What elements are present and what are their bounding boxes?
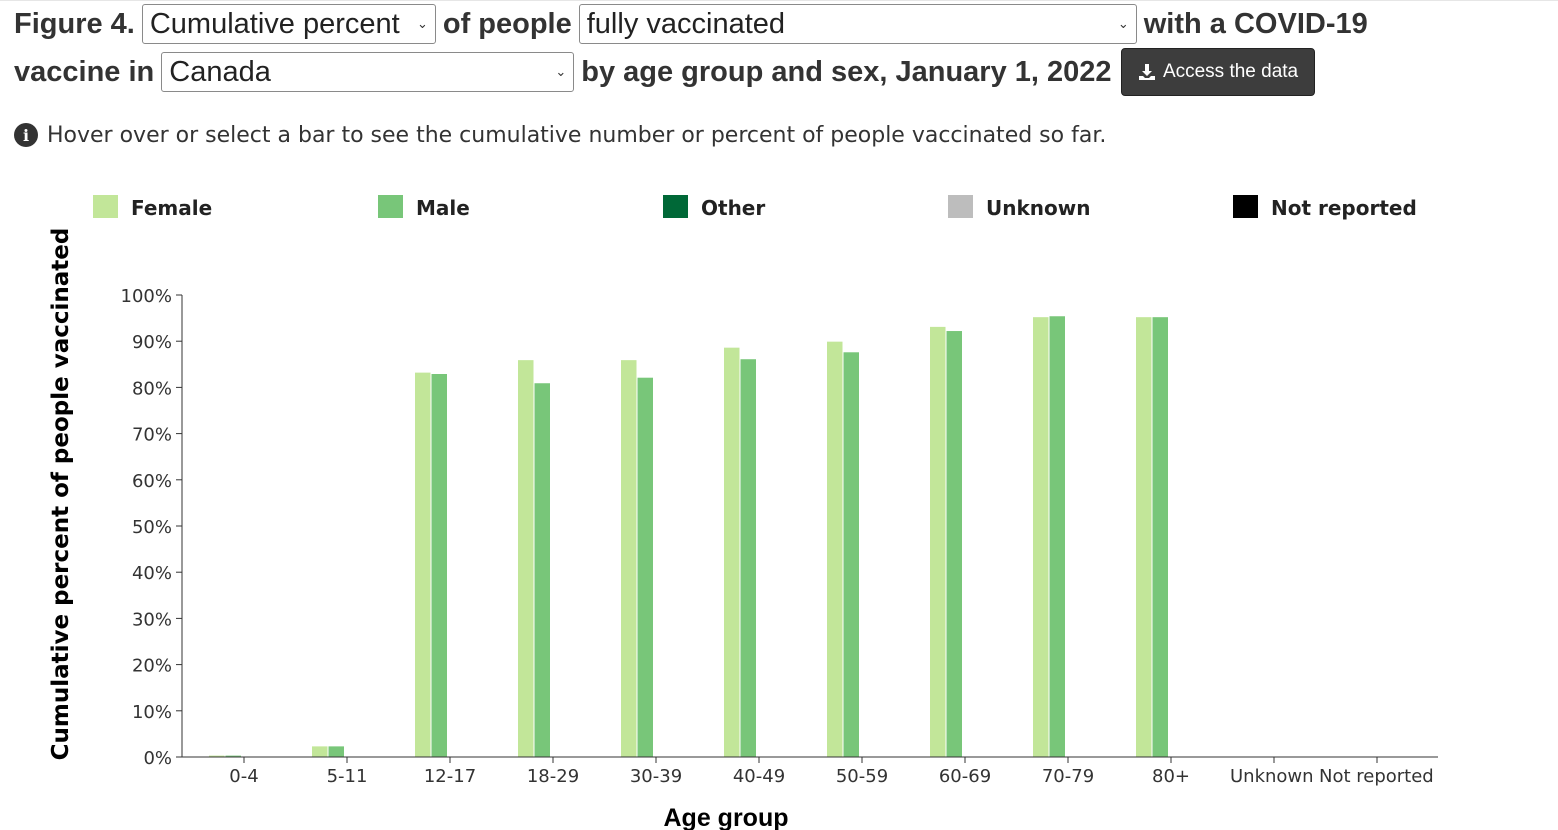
- bar-male-60-69[interactable]: [946, 331, 963, 757]
- bar-female-18-29[interactable]: [518, 360, 534, 757]
- info-icon: i: [14, 123, 38, 147]
- bar-female-60-69[interactable]: [930, 326, 946, 757]
- by-age-sex-date-text: by age group and sex, January 1, 2022: [581, 55, 1112, 88]
- chevron-down-icon: ⌄: [555, 64, 567, 79]
- y-tick-label: 20%: [132, 656, 172, 677]
- legend-label: Not reported: [1271, 196, 1417, 220]
- legend-label: Male: [416, 196, 470, 220]
- measure-select[interactable]: Cumulative percent ⌄: [141, 4, 436, 44]
- x-axis-label: Age group: [664, 804, 789, 830]
- bar-female-40-49[interactable]: [724, 347, 740, 757]
- legend-swatch: [378, 195, 403, 218]
- y-tick-label: 70%: [132, 425, 172, 446]
- figure-title-line-1: Figure 4. Cumulative percent ⌄ of people…: [14, 2, 1375, 46]
- legend-item-other[interactable]: Other: [663, 195, 765, 220]
- chart-hint: i Hover over or select a bar to see the …: [14, 120, 1106, 150]
- y-axis-label: Cumulative percent of people vaccinated: [48, 228, 74, 761]
- legend-label: Unknown: [986, 196, 1090, 220]
- chevron-down-icon: ⌄: [416, 16, 428, 31]
- x-tick-label: 5-11: [327, 766, 368, 787]
- top-divider: [0, 0, 1558, 1]
- x-tick-label: 60-69: [939, 766, 991, 787]
- legend-item-not-reported[interactable]: Not reported: [1233, 195, 1417, 220]
- legend-label: Other: [701, 196, 765, 220]
- x-tick-label: 0-4: [229, 766, 258, 787]
- legend-swatch: [1233, 195, 1258, 218]
- legend-swatch: [663, 195, 688, 218]
- y-tick-label: 50%: [132, 517, 172, 538]
- bar-female-70-79[interactable]: [1033, 317, 1049, 757]
- x-axis-ticks: 0-4 5-11 12-17 18-29 30-39 40-49 50-59 60-69 70-…: [229, 757, 1434, 787]
- y-axis-ticks: 0% 10% 20% 30% 40% 50% 60% 70% 80% 90% 100%: [121, 286, 182, 769]
- bar-male-70-79[interactable]: [1049, 316, 1066, 757]
- x-tick-label: 18-29: [527, 766, 579, 787]
- status-select-value: fully vaccinated: [586, 7, 786, 40]
- x-tick-label: 50-59: [836, 766, 888, 787]
- x-tick-label: 30-39: [630, 766, 682, 787]
- bar-male-40-49[interactable]: [740, 359, 757, 757]
- chevron-down-icon: ⌄: [1117, 16, 1129, 31]
- measure-select-value: Cumulative percent: [149, 7, 400, 40]
- bar-male-80+[interactable]: [1152, 317, 1169, 757]
- bar-female-80+[interactable]: [1136, 317, 1152, 757]
- hint-text: Hover over or select a bar to see the cu…: [47, 122, 1107, 148]
- y-tick-label: 80%: [132, 378, 172, 399]
- bar-male-50-59[interactable]: [843, 352, 860, 757]
- y-tick-label: 10%: [132, 702, 172, 723]
- access-data-label: Access the data: [1162, 61, 1299, 82]
- legend-swatch: [948, 195, 973, 218]
- legend-item-female[interactable]: Female: [93, 195, 212, 220]
- vaccination-status-select[interactable]: fully vaccinated ⌄: [578, 4, 1137, 44]
- download-icon: [1138, 64, 1155, 80]
- legend-item-unknown[interactable]: Unknown: [948, 195, 1090, 220]
- x-tick-label: Unknown: [1230, 766, 1314, 787]
- x-tick-label: 70-79: [1042, 766, 1094, 787]
- access-data-button[interactable]: Access the data: [1120, 48, 1315, 96]
- region-select-value: Canada: [169, 55, 271, 88]
- x-tick-label: 40-49: [733, 766, 785, 787]
- x-tick-label: Not reported: [1319, 766, 1434, 787]
- region-select[interactable]: Canada ⌄: [161, 52, 575, 92]
- x-tick-label: 80+: [1152, 766, 1190, 787]
- of-people-text: of people: [442, 7, 572, 40]
- y-tick-label: 0%: [143, 748, 172, 769]
- x-tick-label: 12-17: [424, 766, 476, 787]
- bar-female-0-4[interactable]: [209, 755, 225, 757]
- bar-female-5-11[interactable]: [312, 746, 328, 757]
- figure-title-line-2: vaccine in Canada ⌄ by age group and sex…: [14, 48, 1315, 96]
- bar-male-12-17[interactable]: [431, 374, 448, 757]
- legend-swatch: [93, 195, 118, 218]
- bar-male-0-4[interactable]: [225, 755, 242, 757]
- vaccine-in-text: vaccine in: [14, 55, 155, 88]
- y-tick-label: 90%: [132, 332, 172, 353]
- legend-item-male[interactable]: Male: [378, 195, 470, 220]
- y-tick-label: 60%: [132, 471, 172, 492]
- y-tick-label: 40%: [132, 563, 172, 584]
- bar-female-12-17[interactable]: [415, 372, 431, 757]
- bar-female-50-59[interactable]: [827, 341, 843, 757]
- y-tick-label: 30%: [132, 609, 172, 630]
- plot-area: [209, 316, 1168, 757]
- legend-label: Female: [131, 196, 212, 220]
- bar-male-30-39[interactable]: [637, 377, 654, 757]
- with-covid-text: with a COVID-19: [1143, 7, 1368, 40]
- figure-label: Figure 4.: [14, 7, 135, 40]
- y-tick-label: 100%: [121, 286, 172, 307]
- bar-male-18-29[interactable]: [534, 383, 551, 757]
- bar-female-30-39[interactable]: [621, 360, 637, 757]
- bar-male-5-11[interactable]: [328, 746, 345, 757]
- chart-legend: Female Male Other Unknown Not reported: [93, 195, 1417, 220]
